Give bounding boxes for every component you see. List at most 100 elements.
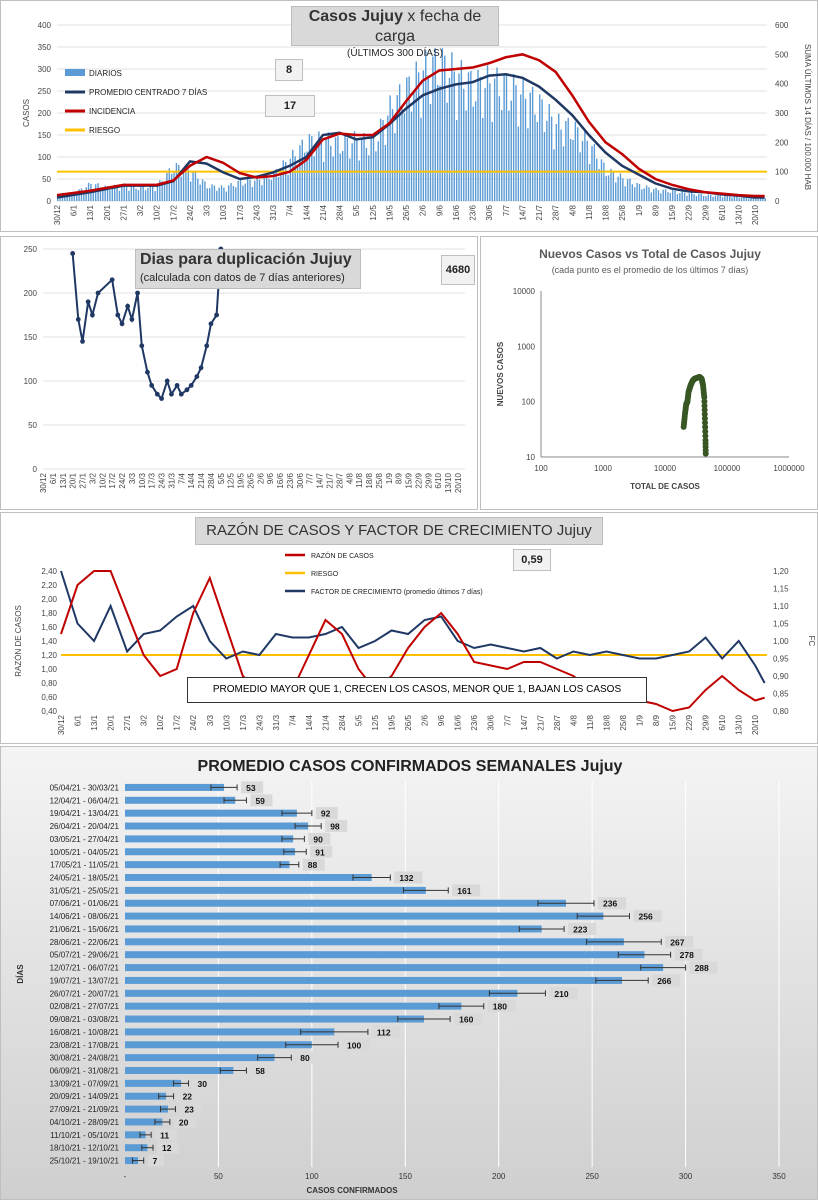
- y-tick-label: 0: [33, 465, 38, 474]
- daily-bar: [444, 55, 446, 202]
- doubling-point: [204, 343, 210, 349]
- scatter-point: [702, 419, 709, 426]
- value-label: 161: [457, 886, 471, 896]
- ratio-growth-chart: 0,40 0,60 0,80 1,00 1,20 1,40 1,60 1,80 2,00 2,20…: [14, 551, 816, 735]
- x-tick-label: 17/3: [239, 714, 248, 730]
- x-tick-label: 19/5: [388, 714, 397, 730]
- category-label: 12/04/21 - 06/04/21: [50, 796, 120, 805]
- daily-bar: [296, 165, 299, 201]
- daily-bar: [413, 92, 415, 201]
- scatter-point: [701, 402, 708, 409]
- x-tick-label: 250: [585, 1172, 599, 1181]
- x-tick-label: 24/3: [252, 204, 261, 220]
- x-tick-label: 26/5: [404, 714, 413, 730]
- y-tick-label: 0,80: [41, 679, 57, 688]
- daily-bar: [567, 117, 569, 201]
- category-label: 05/07/21 - 29/06/21: [50, 951, 120, 960]
- doubling-point: [169, 391, 174, 397]
- x-tick-label: 27/1: [123, 714, 132, 730]
- daily-bar: [527, 128, 529, 201]
- daily-bar: [541, 99, 543, 201]
- daily-bar: [349, 158, 351, 201]
- daily-bar: [643, 188, 645, 201]
- value-label-bg: [598, 897, 627, 910]
- value-label-bg: [192, 1077, 215, 1090]
- value-label: 80: [300, 1053, 310, 1063]
- value-label: 88: [308, 860, 318, 870]
- x-tick-label: 10/3: [222, 714, 231, 730]
- value-label: 59: [255, 796, 265, 806]
- y-tick-label: 150: [38, 131, 52, 140]
- daily-bar: [185, 164, 187, 201]
- doubling-point: [214, 312, 219, 318]
- new-vs-total-chart: 10 100 1000 10000 100 1000 10000 100000 1000000 N…: [496, 287, 805, 491]
- x-tick-label: 25/8: [619, 714, 628, 730]
- daily-bar: [700, 193, 702, 201]
- y-tick-label: 50: [28, 421, 37, 430]
- weekly-bar: [125, 1041, 312, 1049]
- y-tick-label: 2,40: [41, 567, 57, 576]
- daily-bar: [201, 179, 204, 201]
- daily-bar: [558, 113, 560, 201]
- doubling-point: [70, 251, 76, 256]
- daily-bar: [154, 191, 156, 201]
- y-tick-label: 300: [38, 65, 52, 74]
- value-label: 7: [153, 1156, 158, 1166]
- ratio-chart-panel: 0,40 0,60 0,80 1,00 1,20 1,40 1,60 1,80 2,00 2,20…: [0, 512, 818, 744]
- daily-bar: [470, 70, 472, 202]
- x-tick-label: 20/10: [454, 472, 463, 493]
- daily-bar: [596, 158, 598, 201]
- y-tick-label: 150: [24, 333, 38, 342]
- value-label: 288: [695, 963, 709, 973]
- daily-bar: [482, 117, 484, 201]
- value-label-bg: [549, 987, 578, 1000]
- daily-bar: [764, 198, 767, 201]
- category-label: 20/09/21 - 14/09/21: [50, 1092, 120, 1101]
- daily-bar: [261, 185, 263, 201]
- daily-bar: [68, 193, 71, 201]
- x-tick-label: 14/4: [187, 472, 196, 488]
- daily-bar: [505, 73, 508, 201]
- daily-bar: [396, 95, 398, 201]
- incidence-chart-title: Casos Jujuy x fecha de carga (ÚLTIMOS 30…: [291, 6, 499, 59]
- scatter-point: [702, 424, 709, 431]
- category-label: 13/09/21 - 07/09/21: [50, 1079, 120, 1088]
- value-label-bg: [665, 935, 694, 948]
- weekly-bar: [125, 1067, 234, 1074]
- value-label-bg: [394, 871, 423, 884]
- daily-bar: [757, 198, 759, 201]
- doubling-chart-panel: 0 50 100 150 200 250 30/12 6/1 13/1 20/1 27/1 3/2 10…: [0, 236, 478, 510]
- x-tick-label: 7/4: [177, 472, 186, 484]
- x-tick-label: 24/3: [158, 472, 167, 488]
- daily-bar: [565, 121, 567, 201]
- x-tick-label: 30/6: [487, 714, 496, 730]
- x-tick-label: 21/4: [197, 472, 206, 488]
- ratio-value-box: 0,59: [513, 549, 551, 571]
- daily-bar: [479, 76, 482, 201]
- x-tick-label: 50: [214, 1172, 223, 1181]
- daily-bar: [363, 132, 365, 201]
- y-tick-label: 1000: [517, 342, 535, 351]
- case-ratio-line: [60, 570, 765, 713]
- daily-bar: [97, 183, 99, 201]
- daily-bar: [194, 170, 197, 201]
- y-tick-label: 0,40: [41, 707, 57, 716]
- daily-bar: [211, 184, 213, 201]
- y-tick-label: 2,00: [41, 595, 57, 604]
- daily-bar: [137, 190, 140, 201]
- value-label: 112: [377, 1027, 391, 1037]
- daily-bar: [113, 184, 116, 201]
- daily-bar: [655, 187, 657, 201]
- doubling-point: [80, 339, 85, 344]
- weekly-bar: [125, 796, 236, 804]
- daily-bar: [244, 183, 246, 201]
- daily-bar: [125, 186, 128, 201]
- x-tick-label: 16/6: [452, 204, 461, 220]
- daily-bar: [634, 187, 636, 201]
- x-tick-label: 7/7: [306, 472, 315, 484]
- daily-bar: [491, 121, 493, 201]
- daily-bar: [729, 196, 731, 201]
- daily-bar: [688, 193, 691, 201]
- weekly-bar: [125, 783, 225, 791]
- daily-bar: [584, 130, 586, 201]
